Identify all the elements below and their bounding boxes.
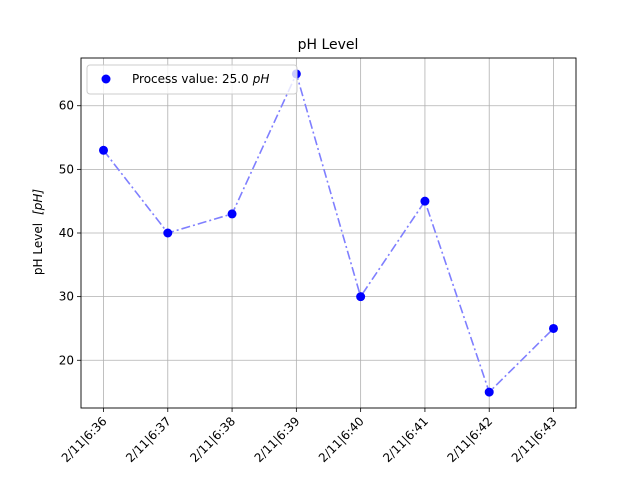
series-line — [102, 71, 555, 394]
y-tick-label: 40 — [59, 226, 74, 240]
data-point — [420, 196, 430, 206]
y-tick-label: 50 — [59, 162, 74, 176]
data-point — [356, 292, 366, 302]
data-point — [484, 387, 494, 397]
legend-label: Process value: 25.0 pH — [132, 72, 269, 86]
y-tick-label: 60 — [59, 99, 74, 113]
y-axis-label-text: pH Level — [31, 223, 45, 275]
data-point — [163, 228, 173, 238]
y-axis-label-unit: [pH] — [31, 189, 45, 215]
legend-label-unit: pH — [252, 72, 270, 86]
chart-title: pH Level — [298, 37, 359, 53]
data-point — [99, 145, 108, 155]
data-point — [549, 323, 558, 333]
y-axis-label: pH Level [pH] — [31, 189, 45, 275]
legend-marker — [101, 74, 111, 84]
data-point — [227, 209, 237, 219]
y-tick-label: 30 — [59, 290, 74, 304]
legend-frame — [86, 64, 298, 95]
y-tick-label: 20 — [59, 353, 74, 367]
legend-label-text: Process value: 25.0 — [132, 72, 249, 86]
legend: Process value: 25.0 pH — [86, 64, 298, 95]
